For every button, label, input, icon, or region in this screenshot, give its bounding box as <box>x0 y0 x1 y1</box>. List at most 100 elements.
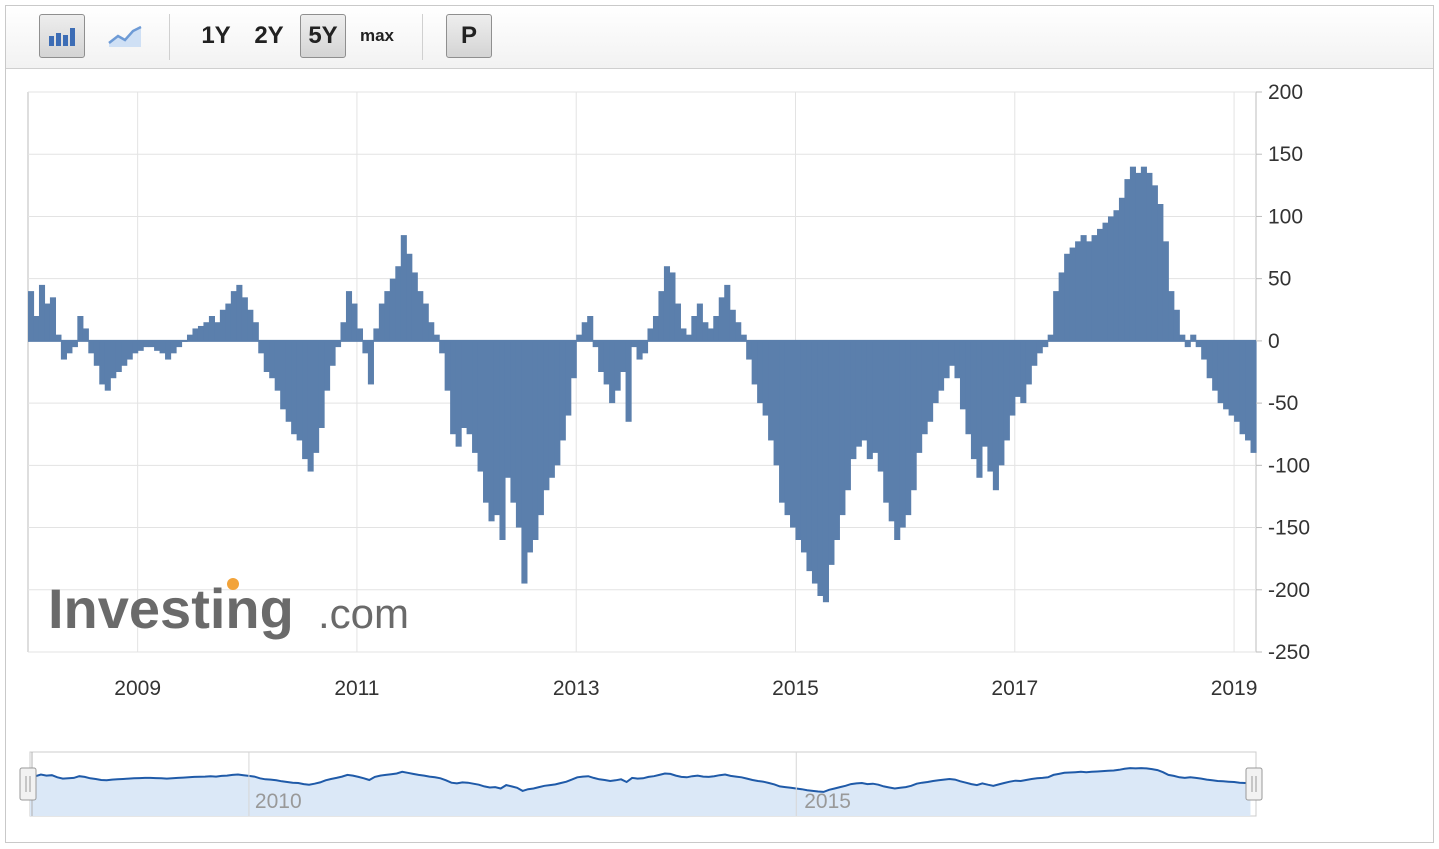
range-max-button[interactable]: max <box>359 26 395 45</box>
data-bar <box>1217 340 1224 404</box>
data-bar <box>406 253 413 341</box>
data-bar <box>351 303 358 341</box>
data-bar <box>450 340 457 435</box>
data-bar <box>367 340 374 385</box>
data-bar <box>154 340 161 351</box>
data-bar <box>592 340 599 348</box>
data-bar <box>762 340 769 416</box>
y-tick-label: 50 <box>1268 268 1291 291</box>
data-bar <box>1124 179 1131 341</box>
data-bar <box>1003 340 1010 441</box>
data-bar <box>998 340 1005 466</box>
range-1y-button[interactable]: 1Y <box>201 22 231 49</box>
data-bar <box>186 334 194 341</box>
y-tick-label: -100 <box>1268 454 1310 477</box>
data-bar <box>258 340 265 354</box>
y-tick-label: 200 <box>1268 81 1303 104</box>
data-bar <box>1201 340 1208 360</box>
navigator-right-handle[interactable] <box>1245 767 1263 801</box>
y-tick-label: -150 <box>1268 517 1310 540</box>
data-bar <box>696 303 703 341</box>
data-bar <box>740 334 747 341</box>
data-bar <box>1025 340 1032 385</box>
data-bar <box>1113 210 1120 341</box>
data-bar <box>1173 309 1180 341</box>
data-bar <box>521 340 528 584</box>
data-bar <box>877 340 884 472</box>
data-bar <box>433 334 440 341</box>
data-bar <box>548 340 555 478</box>
data-bar <box>1102 222 1109 341</box>
data-bar <box>362 340 369 354</box>
data-bar <box>1036 340 1043 354</box>
data-bar <box>285 340 292 422</box>
data-bar <box>1212 340 1219 391</box>
data-bar <box>554 340 561 466</box>
data-bar <box>318 340 325 428</box>
data-bar <box>1080 235 1087 341</box>
data-bar <box>620 340 627 372</box>
data-bar <box>1047 334 1054 341</box>
data-bar <box>214 322 221 341</box>
data-bar <box>790 340 797 528</box>
bar-chart-button[interactable] <box>39 14 85 58</box>
data-bar <box>713 316 720 341</box>
p-button[interactable]: P <box>446 14 492 58</box>
bars <box>28 166 1257 603</box>
range-5y-button[interactable]: 5Y <box>300 14 346 58</box>
data-bar <box>669 272 676 341</box>
data-bar <box>576 334 583 341</box>
data-bar <box>965 340 972 435</box>
data-bar <box>208 316 215 341</box>
line-chart-button[interactable] <box>102 14 148 58</box>
data-bar <box>1129 166 1136 341</box>
data-bar <box>33 316 40 341</box>
x-tick-label: 2019 <box>1211 677 1258 700</box>
data-bar <box>938 340 945 391</box>
y-tick-label: -200 <box>1268 579 1310 602</box>
data-bar <box>768 340 775 441</box>
data-bar <box>345 291 353 341</box>
data-bar <box>143 340 150 348</box>
data-bar <box>526 340 533 553</box>
data-bar <box>899 340 906 528</box>
data-bar <box>417 291 424 341</box>
data-bar <box>587 316 594 341</box>
data-bar <box>636 340 643 360</box>
data-bar <box>263 340 270 372</box>
watermark-suffix: .com <box>318 590 409 637</box>
range-2y-button[interactable]: 2Y <box>254 22 284 49</box>
data-bar <box>176 340 183 348</box>
data-bar <box>806 340 813 572</box>
data-bar <box>428 322 435 341</box>
data-bar <box>137 340 144 351</box>
data-bar <box>384 291 391 341</box>
data-bar <box>949 340 956 366</box>
data-bar <box>746 340 753 360</box>
data-bar <box>784 340 791 516</box>
data-bar <box>800 340 808 553</box>
data-bar <box>71 340 78 348</box>
data-bar <box>817 340 824 596</box>
data-bar <box>1097 228 1104 341</box>
data-bar <box>844 340 851 491</box>
data-bar <box>313 340 320 453</box>
data-bar <box>247 309 254 341</box>
data-bar <box>38 284 46 341</box>
data-bar <box>203 322 210 341</box>
data-bar <box>729 309 736 341</box>
data-bar <box>839 340 846 516</box>
data-bar <box>1206 340 1213 379</box>
data-bar <box>230 291 237 341</box>
data-bar <box>603 340 610 385</box>
data-bar <box>702 322 709 341</box>
navigator-left-handle[interactable] <box>19 767 37 801</box>
data-bar <box>1223 340 1230 410</box>
data-bar <box>680 328 687 341</box>
data-bar <box>565 340 572 416</box>
data-bar <box>1107 216 1115 341</box>
data-bar <box>439 340 446 354</box>
data-bar <box>148 340 155 348</box>
navigator[interactable]: 2010 2015 <box>19 751 1263 817</box>
data-bar <box>685 334 692 341</box>
